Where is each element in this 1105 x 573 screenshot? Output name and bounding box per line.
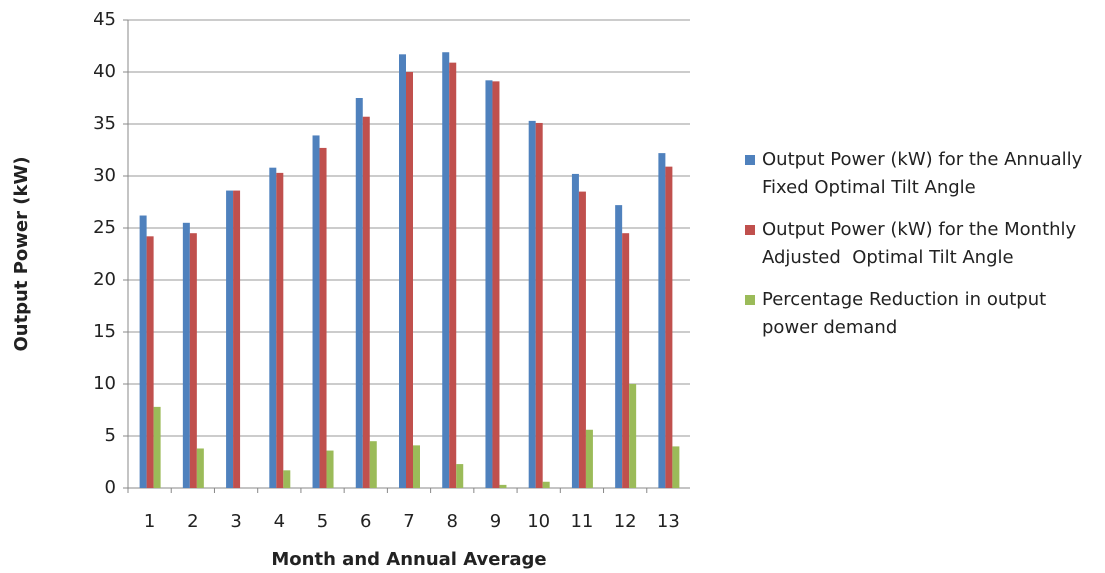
bar [269, 167, 277, 488]
bar [139, 215, 147, 488]
x-tick-label: 6 [360, 511, 371, 532]
y-axis-title: Output Power (kW) [11, 156, 32, 351]
bar [528, 120, 536, 488]
bar [492, 81, 500, 489]
y-tick-label: 40 [93, 61, 116, 82]
legend-entry: Output Power (kW) for the Annually Fixed… [745, 146, 1090, 202]
bar [672, 446, 680, 488]
bar [355, 98, 363, 488]
bar [283, 470, 291, 488]
bar [312, 135, 320, 488]
legend: Output Power (kW) for the Annually Fixed… [745, 146, 1090, 356]
x-tick-label: 5 [317, 511, 328, 532]
legend-swatch [745, 225, 755, 235]
y-tick-label: 5 [105, 425, 116, 446]
legend-entry: Percentage Reduction in output power dem… [745, 286, 1090, 342]
bar [456, 464, 464, 488]
y-tick-label: 10 [93, 373, 116, 394]
x-tick-label: 1 [144, 511, 155, 532]
legend-label: Output Power (kW) for the Monthly Adjust… [762, 219, 1082, 268]
y-tick-label: 0 [105, 477, 116, 498]
x-tick-label: 12 [614, 511, 637, 532]
bar [196, 448, 204, 488]
y-tick-label: 45 [93, 9, 116, 30]
bar [226, 190, 234, 488]
x-tick-label: 13 [657, 511, 680, 532]
bar [413, 445, 420, 488]
y-tick-label: 20 [93, 269, 116, 290]
bar [319, 147, 327, 489]
bar [233, 190, 241, 488]
x-tick-label: 7 [403, 511, 414, 532]
bar [182, 222, 190, 489]
y-tick-label: 30 [93, 165, 116, 186]
x-tick-label: 2 [187, 511, 198, 532]
bar [399, 54, 406, 488]
bar [276, 172, 284, 488]
x-tick-label: 3 [230, 511, 241, 532]
x-tick-label: 8 [447, 511, 458, 532]
bar [326, 450, 334, 488]
y-tick-label: 15 [93, 321, 116, 342]
legend-label: Percentage Reduction in output power dem… [762, 289, 1052, 338]
y-tick-label: 25 [93, 217, 116, 238]
bar [406, 72, 413, 488]
legend-swatch [745, 295, 755, 305]
bar [449, 62, 457, 488]
bar [369, 441, 377, 488]
x-tick-label: 4 [274, 511, 285, 532]
bar [146, 236, 154, 488]
bar [189, 233, 197, 488]
bar [571, 173, 579, 489]
bar [622, 233, 630, 488]
x-tick-label: 11 [570, 511, 593, 532]
bar [578, 191, 586, 488]
x-tick-label: 9 [490, 511, 501, 532]
x-axis-title: Month and Annual Average [271, 549, 546, 570]
bar [535, 122, 543, 489]
bar [499, 484, 507, 488]
bar [658, 153, 666, 488]
bar [442, 52, 450, 489]
y-tick-label: 35 [93, 113, 116, 134]
bar [153, 406, 161, 488]
x-tick-label: 10 [527, 511, 550, 532]
bar [585, 429, 593, 488]
legend-swatch [745, 155, 755, 165]
bar [362, 116, 370, 488]
bar [615, 205, 623, 488]
legend-entry: Output Power (kW) for the Monthly Adjust… [745, 216, 1090, 272]
legend-label: Output Power (kW) for the Annually Fixed… [762, 149, 1089, 198]
bar [542, 481, 550, 488]
bar [665, 166, 673, 488]
bar [485, 80, 493, 488]
bar [629, 384, 637, 488]
